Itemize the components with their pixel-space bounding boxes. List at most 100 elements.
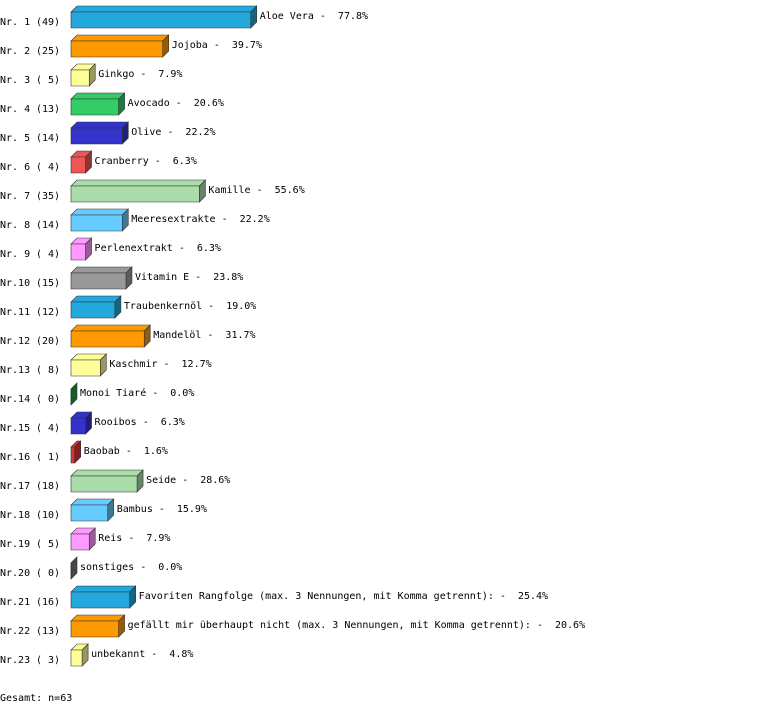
- bar-label: Traubenkernöl - 19.0%: [124, 301, 256, 312]
- count-label: ( 1): [36, 452, 60, 463]
- separator: -: [222, 214, 228, 225]
- separator: -: [208, 301, 214, 312]
- bar-top: [70, 266, 133, 274]
- value-label: 28.6%: [200, 475, 230, 486]
- bar-side: [70, 382, 78, 406]
- separator: -: [179, 243, 185, 254]
- footer: Gesamt: n=63: [0, 693, 72, 704]
- category-label: Cranberry: [95, 156, 149, 167]
- bar: [70, 214, 123, 232]
- value-label: 23.8%: [213, 272, 243, 283]
- bar-top: [70, 585, 137, 593]
- count-label: (14): [36, 220, 60, 231]
- bar: [70, 504, 109, 522]
- rank-label: Nr.15: [0, 423, 30, 434]
- separator: -: [537, 620, 543, 631]
- category-label: Baobab: [84, 446, 120, 457]
- count-label: (15): [36, 278, 60, 289]
- count-label: ( 5): [36, 75, 60, 86]
- rank-label: Nr.18: [0, 510, 30, 521]
- value-label: 6.3%: [173, 156, 197, 167]
- separator: -: [214, 40, 220, 51]
- bar-label: Aloe Vera - 77.8%: [260, 11, 368, 22]
- bar: [70, 620, 119, 638]
- value-label: 4.8%: [169, 649, 193, 660]
- rank-label: Nr. 9: [0, 249, 30, 260]
- count-label: ( 4): [36, 423, 60, 434]
- value-label: 22.2%: [185, 127, 215, 138]
- bar: [70, 359, 101, 377]
- count-label: ( 0): [36, 394, 60, 405]
- bar-label: Rooibos - 6.3%: [95, 417, 185, 428]
- bar-top: [70, 295, 122, 303]
- rank-label: Nr.14: [0, 394, 30, 405]
- bar-label: Olive - 22.2%: [131, 127, 215, 138]
- separator: -: [159, 504, 165, 515]
- bar-label: Jojoba - 39.7%: [172, 40, 262, 51]
- bar-label: Reis - 7.9%: [98, 533, 170, 544]
- separator: -: [182, 475, 188, 486]
- value-label: 31.7%: [225, 330, 255, 341]
- category-label: Monoi Tiaré: [80, 387, 146, 399]
- bar-top: [70, 5, 258, 13]
- bar-label: Avocado - 20.6%: [128, 98, 224, 109]
- separator: -: [500, 591, 506, 602]
- separator: -: [140, 562, 146, 573]
- rank-label: Nr. 3: [0, 75, 30, 86]
- rank-label: Nr.20: [0, 568, 30, 579]
- rank-label: Nr. 8: [0, 220, 30, 231]
- value-label: 20.6%: [555, 620, 585, 631]
- rank-label: Nr. 5: [0, 133, 30, 144]
- bar: [70, 417, 86, 435]
- rank-label: Nr. 6: [0, 162, 30, 173]
- rank-label: Nr.19: [0, 539, 30, 550]
- count-label: (18): [36, 481, 60, 492]
- bar: [70, 156, 86, 174]
- count-label: ( 4): [36, 162, 60, 173]
- category-label: Mandelöl: [153, 330, 201, 341]
- separator: -: [164, 359, 170, 370]
- value-label: 77.8%: [338, 11, 368, 22]
- bar-top: [70, 498, 115, 506]
- bar: [70, 533, 90, 551]
- bar-label: Mandelöl - 31.7%: [153, 330, 255, 341]
- separator: -: [126, 446, 132, 457]
- count-label: (35): [36, 191, 60, 202]
- separator: -: [143, 417, 149, 428]
- bar-label: Seide - 28.6%: [146, 475, 230, 486]
- bar-label: Cranberry - 6.3%: [95, 156, 197, 167]
- category-label: Avocado: [128, 98, 170, 109]
- value-label: 39.7%: [232, 40, 262, 51]
- category-label: Aloe Vera: [260, 11, 314, 22]
- rank-label: Nr. 4: [0, 104, 30, 115]
- bar-label: Baobab - 1.6%: [84, 446, 168, 457]
- bar-label: Monoi Tiaré - 0.0%: [80, 387, 194, 399]
- rank-label: Nr.17: [0, 481, 30, 492]
- count-label: (13): [36, 626, 60, 637]
- count-label: (20): [36, 336, 60, 347]
- separator: -: [155, 156, 161, 167]
- rank-label: Nr.11: [0, 307, 30, 318]
- rank-label: Nr.12: [0, 336, 30, 347]
- rank-label: Nr. 2: [0, 46, 30, 57]
- rank-label: Nr.13: [0, 365, 30, 376]
- bar-label: Favoriten Rangfolge (max. 3 Nennungen, m…: [139, 591, 548, 602]
- rank-label: Nr.16: [0, 452, 30, 463]
- bar-top: [70, 614, 126, 622]
- count-label: (10): [36, 510, 60, 521]
- category-label: Ginkgo: [98, 69, 134, 80]
- count-label: ( 8): [36, 365, 60, 376]
- category-label: Favoriten Rangfolge (max. 3 Nennungen, m…: [139, 591, 494, 602]
- count-label: (13): [36, 104, 60, 115]
- count-label: (14): [36, 133, 60, 144]
- value-label: 1.6%: [144, 446, 168, 457]
- category-label: Meeresextrakte: [131, 214, 215, 225]
- bar: [70, 272, 127, 290]
- bar-top: [70, 469, 144, 477]
- category-label: Perlenextrakt: [95, 243, 173, 254]
- rank-label: Nr. 7: [0, 191, 30, 202]
- bar: [70, 40, 164, 58]
- bar-side: [70, 556, 78, 580]
- count-label: (16): [36, 597, 60, 608]
